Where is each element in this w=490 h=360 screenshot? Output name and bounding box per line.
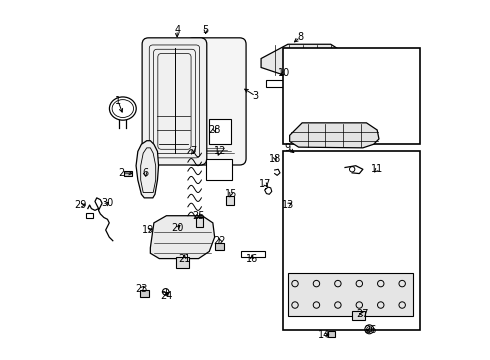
Text: 21: 21 xyxy=(178,253,191,264)
Text: 13: 13 xyxy=(282,200,294,210)
Text: 23: 23 xyxy=(135,284,147,294)
Bar xyxy=(328,331,335,337)
Text: 6: 6 xyxy=(142,168,148,178)
Bar xyxy=(288,273,413,316)
Text: 26: 26 xyxy=(364,325,376,335)
Bar xyxy=(352,311,365,320)
Polygon shape xyxy=(290,123,379,148)
Bar xyxy=(226,196,234,205)
Bar xyxy=(283,48,420,144)
PathPatch shape xyxy=(136,141,159,198)
Text: 22: 22 xyxy=(214,236,226,246)
Polygon shape xyxy=(261,44,345,76)
Text: 28: 28 xyxy=(208,125,221,135)
Text: 7: 7 xyxy=(190,147,196,157)
FancyBboxPatch shape xyxy=(187,38,246,165)
Bar xyxy=(283,152,420,330)
Bar xyxy=(215,243,223,249)
Text: 30: 30 xyxy=(101,198,114,208)
Bar xyxy=(267,80,345,87)
Text: 12: 12 xyxy=(214,147,226,157)
Text: 14: 14 xyxy=(318,330,330,341)
Text: 8: 8 xyxy=(297,32,303,42)
Text: 27: 27 xyxy=(357,309,369,319)
Bar xyxy=(209,119,231,144)
Text: 9: 9 xyxy=(285,143,291,153)
Text: 16: 16 xyxy=(246,253,258,264)
Text: 5: 5 xyxy=(202,25,209,35)
Bar xyxy=(123,171,132,176)
Text: 18: 18 xyxy=(269,154,281,163)
Bar xyxy=(206,158,232,180)
Bar xyxy=(196,217,203,227)
Text: 3: 3 xyxy=(253,91,259,101)
Text: 29: 29 xyxy=(74,200,87,210)
Text: 2: 2 xyxy=(119,168,125,178)
Text: 17: 17 xyxy=(258,179,271,189)
Text: 19: 19 xyxy=(143,225,155,235)
Bar xyxy=(140,290,149,297)
Text: 15: 15 xyxy=(224,189,237,199)
Text: 1: 1 xyxy=(115,96,121,107)
Text: 20: 20 xyxy=(171,223,183,233)
FancyBboxPatch shape xyxy=(142,38,207,165)
Bar xyxy=(242,251,265,257)
Bar xyxy=(86,213,93,217)
Text: 11: 11 xyxy=(371,164,383,174)
Text: 10: 10 xyxy=(278,68,291,78)
Text: 25: 25 xyxy=(192,211,205,221)
Text: 24: 24 xyxy=(160,291,172,301)
Bar xyxy=(176,257,189,267)
Text: 4: 4 xyxy=(174,25,180,35)
Polygon shape xyxy=(150,216,215,258)
